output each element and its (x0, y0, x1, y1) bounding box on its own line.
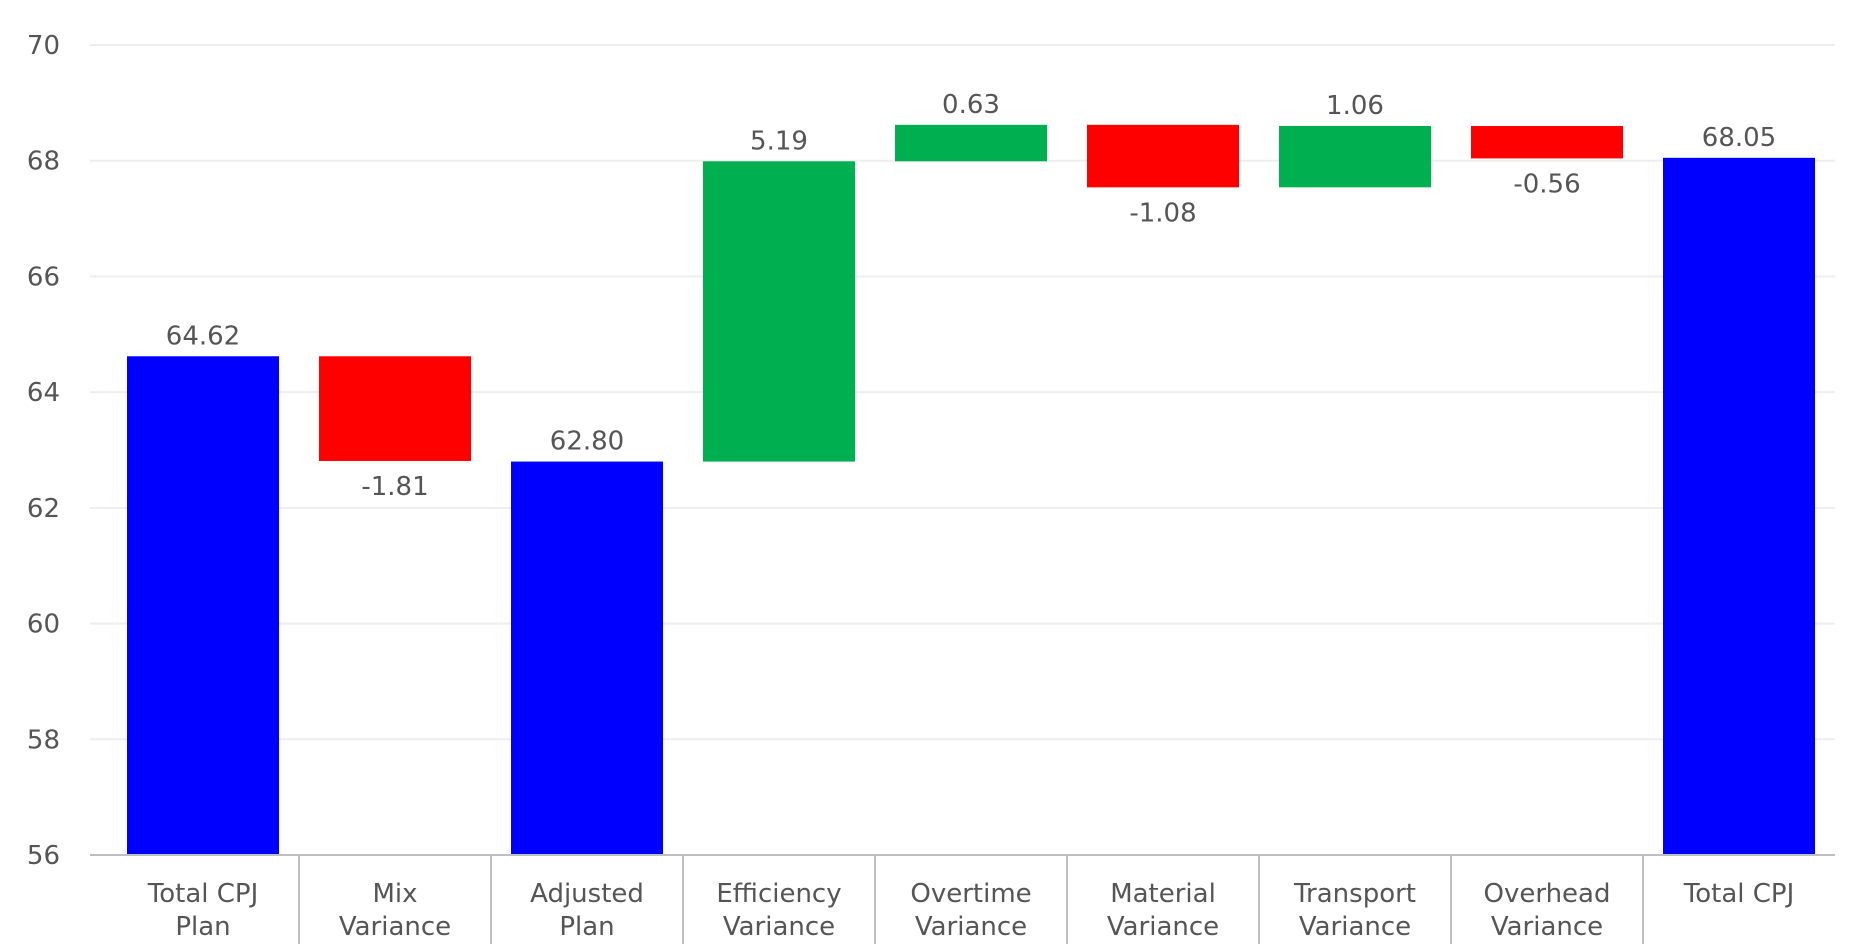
data-label: 68.05 (1702, 123, 1776, 153)
x-tick-label: Variance (915, 912, 1027, 942)
x-tick-label: Variance (1491, 912, 1603, 942)
y-tick-label: 64 (27, 378, 60, 408)
x-tick-label: Efficiency (716, 879, 841, 909)
x-tick-label: Material (1110, 879, 1216, 909)
bar-decrease (1087, 124, 1239, 188)
x-tick-label: Plan (175, 912, 230, 942)
x-tick-label: Total CPJ (1683, 879, 1795, 909)
y-tick-label: 56 (27, 841, 60, 871)
y-tick-label: 58 (27, 725, 60, 755)
x-tick-label: Overhead (1484, 879, 1611, 909)
bar-increase (703, 161, 855, 462)
data-label: -1.81 (361, 472, 428, 502)
data-labels: 64.62 -1.81 62.80 5.19 0.63 -1.08 1.06 -0.56 68.… (166, 90, 1776, 502)
data-label: 62.80 (550, 427, 624, 457)
x-tick-label: Variance (339, 912, 451, 942)
x-tick-label: Overtime (910, 879, 1031, 909)
y-tick-label: 62 (27, 494, 60, 524)
x-tick-label: Variance (1107, 912, 1219, 942)
y-tick-label: 70 (27, 31, 60, 61)
data-label: 0.63 (942, 90, 1000, 120)
bar-total (511, 461, 663, 855)
x-tick-label: Transport (1293, 879, 1416, 909)
bar-increase (1279, 126, 1431, 188)
data-label: -1.08 (1129, 198, 1196, 228)
bar-total (127, 356, 279, 855)
y-tick-label: 68 (27, 147, 60, 177)
bar-total (1663, 157, 1815, 856)
y-tick-label: 60 (27, 610, 60, 640)
x-axis: Total CPJPlanMixVarianceAdjustedPlanEffi… (90, 854, 1835, 944)
x-tick-label: Plan (559, 912, 614, 942)
x-tick-label: Total CPJ (147, 879, 259, 909)
data-label: -0.56 (1513, 169, 1580, 199)
x-tick-label: Adjusted (530, 879, 644, 909)
x-tick-label: Variance (723, 912, 835, 942)
x-tick-label: Variance (1299, 912, 1411, 942)
bar-increase (895, 124, 1047, 162)
data-label: 1.06 (1326, 91, 1384, 121)
data-label: 5.19 (750, 126, 808, 156)
x-tick-label: Mix (372, 879, 417, 909)
y-axis-ticks: 56 58 60 62 64 66 68 70 (27, 31, 60, 871)
data-label: 64.62 (166, 321, 240, 351)
bar-decrease (1471, 126, 1623, 159)
y-tick-label: 66 (27, 262, 60, 292)
bar-decrease (319, 356, 471, 461)
bars (127, 124, 1815, 856)
